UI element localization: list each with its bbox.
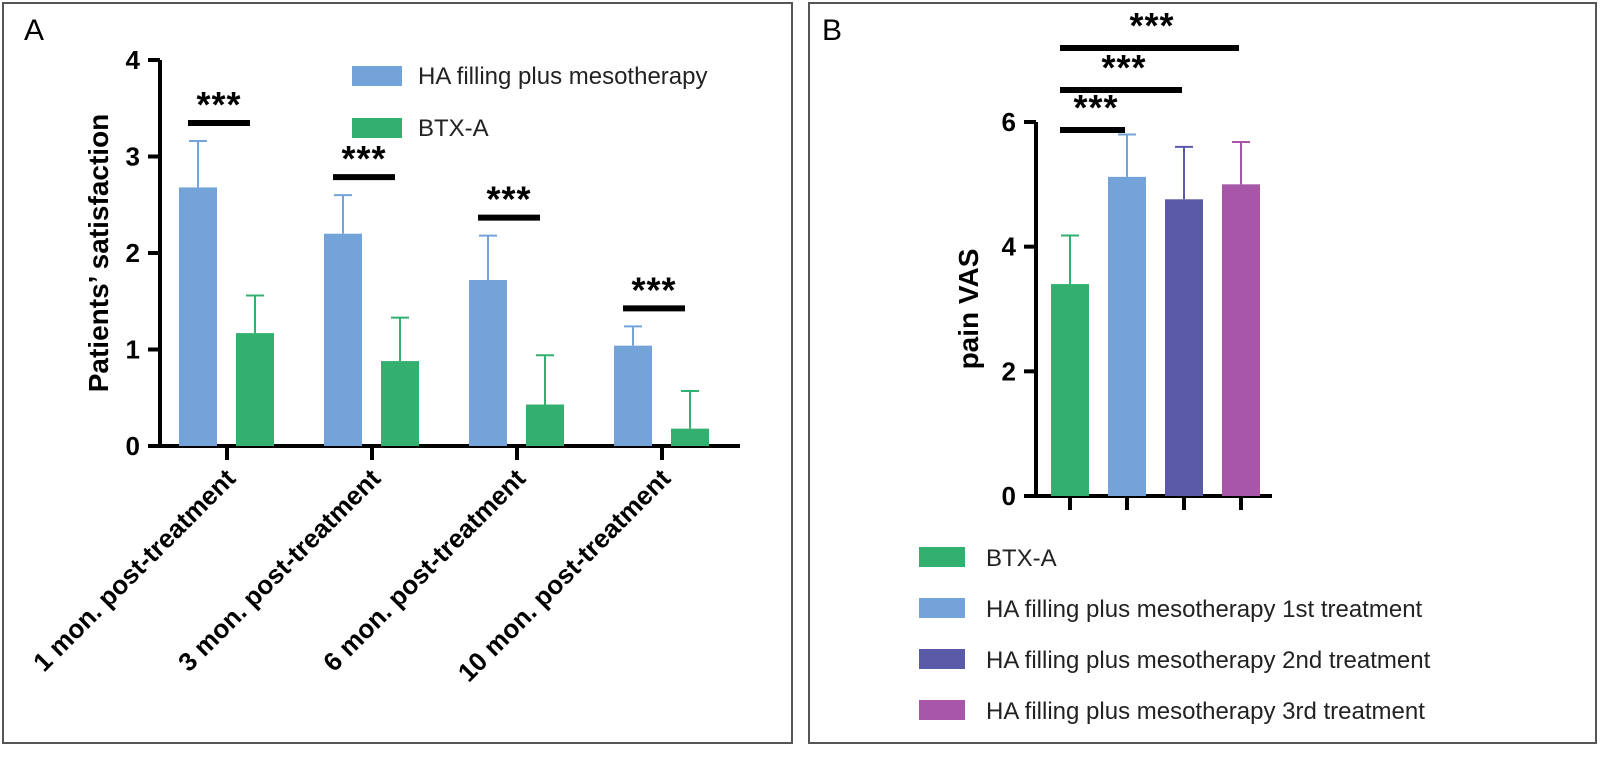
legend-label: BTX-A	[986, 545, 1057, 572]
bar-pain-vas	[1051, 284, 1089, 496]
bar-btx	[236, 333, 274, 446]
bar-pain-vas	[1165, 199, 1203, 496]
bar-ha	[614, 345, 652, 446]
legend-label: HA filling plus mesotherapy 3rd treatmen…	[986, 698, 1425, 725]
legend-label: HA filling plus mesotherapy 1st treatmen…	[986, 596, 1423, 623]
bar-ha	[324, 233, 362, 446]
significance-label: ***	[631, 269, 676, 310]
legend-label: BTX-A	[418, 115, 489, 142]
panel-b-letter: B	[822, 14, 842, 47]
significance-label: ***	[1101, 47, 1146, 88]
y-axis-title: pain VAS	[953, 249, 984, 370]
legend-swatch	[919, 547, 965, 567]
y-tick-label: 2	[126, 238, 140, 268]
y-tick-label: 6	[1002, 107, 1016, 137]
bar-ha	[179, 187, 217, 446]
significance-label: ***	[196, 84, 241, 125]
legend-label: HA filling plus mesotherapy	[418, 63, 707, 90]
y-tick-label: 0	[1002, 481, 1016, 511]
y-axis-title: Patients’ satisfaction	[83, 114, 114, 393]
legend-swatch	[919, 649, 965, 669]
significance-label: ***	[1073, 87, 1118, 128]
significance-label: ***	[486, 179, 531, 220]
significance-label: ***	[341, 138, 386, 179]
bar-btx	[526, 404, 564, 446]
legend-swatch	[352, 66, 402, 86]
bar-btx	[671, 428, 709, 446]
y-tick-label: 3	[126, 142, 140, 172]
bar-ha	[469, 280, 507, 446]
y-tick-label: 0	[126, 431, 140, 461]
legend-label: HA filling plus mesotherapy 2nd treatmen…	[986, 647, 1431, 674]
y-tick-label: 2	[1002, 356, 1016, 386]
legend-swatch	[919, 598, 965, 618]
bar-pain-vas	[1108, 176, 1146, 496]
panel-a-frame	[2, 2, 793, 744]
y-tick-label: 4	[1002, 232, 1017, 262]
significance-label: ***	[1129, 5, 1174, 46]
panel-a-letter: A	[24, 14, 44, 47]
y-tick-label: 1	[126, 335, 140, 365]
y-tick-label: 4	[126, 45, 141, 75]
bar-btx	[381, 361, 419, 446]
bar-pain-vas	[1222, 184, 1260, 497]
panel-b-frame	[808, 2, 1597, 744]
legend-swatch	[352, 118, 402, 138]
legend-swatch	[919, 700, 965, 720]
